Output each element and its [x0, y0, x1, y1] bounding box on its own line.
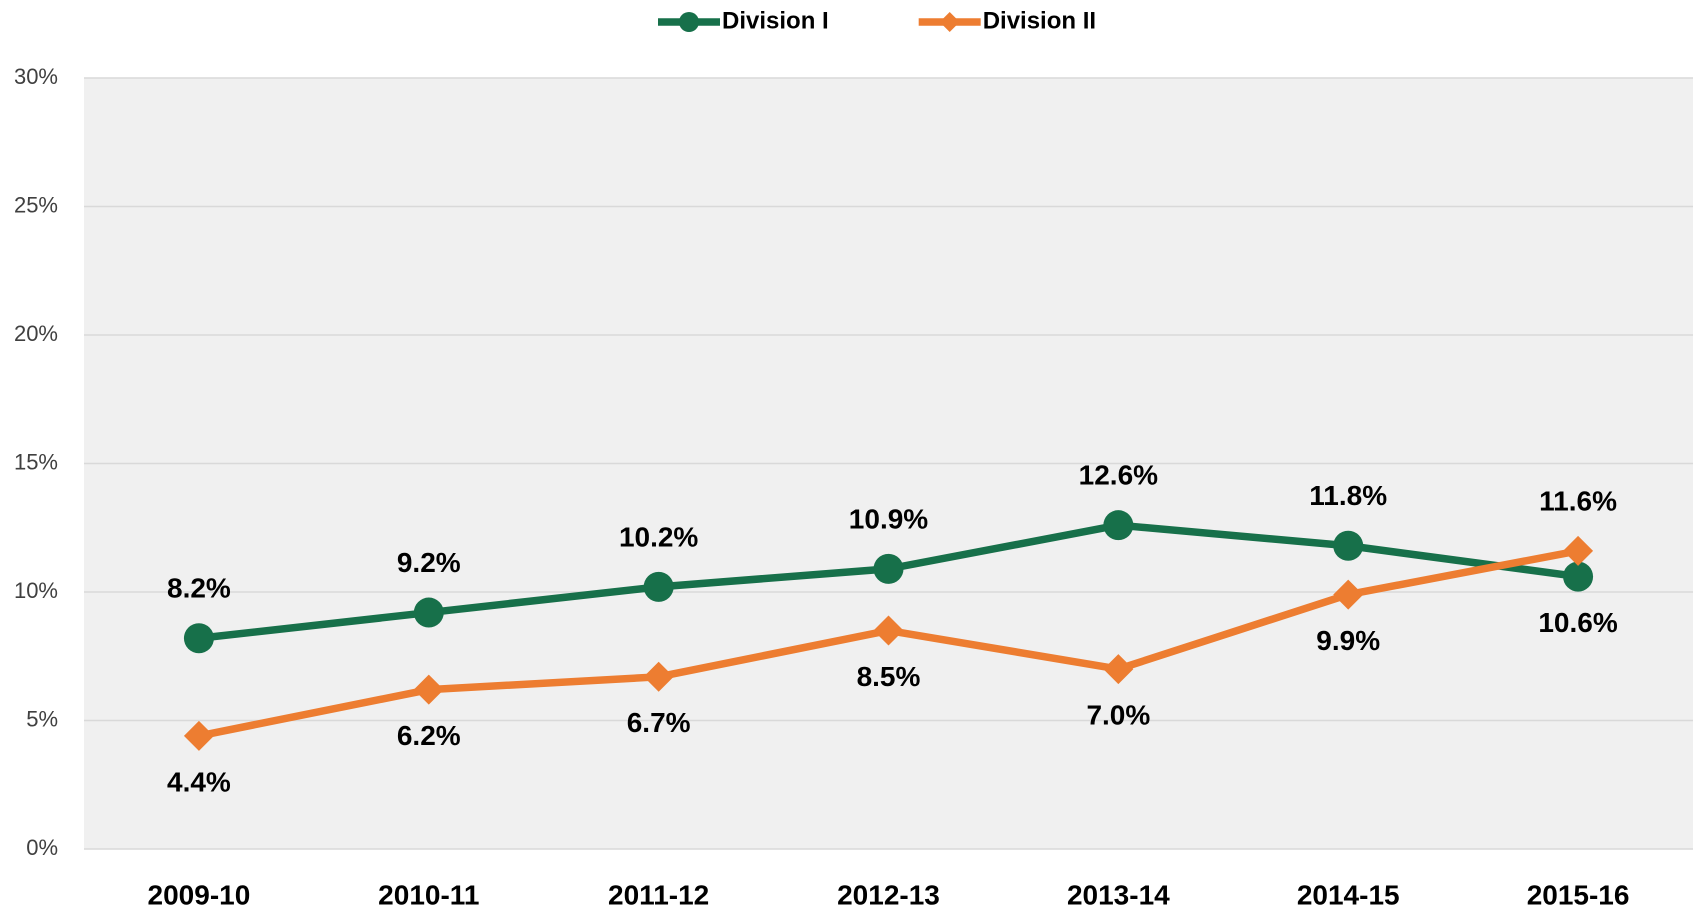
x-tick-label: 2015-16 [1527, 879, 1630, 910]
y-tick-label: 0% [26, 835, 58, 860]
y-tick-label: 25% [14, 192, 58, 217]
data-point [1103, 510, 1134, 541]
legend-marker [939, 12, 960, 32]
y-tick-label: 10% [14, 578, 58, 603]
data-label: 8.5% [857, 661, 921, 692]
y-tick-label: 5% [26, 706, 58, 731]
data-point [643, 661, 674, 692]
data-point [873, 553, 904, 584]
x-tick-label: 2014-15 [1297, 879, 1400, 910]
data-label: 7.0% [1086, 699, 1150, 730]
legend-label: Division I [722, 7, 829, 34]
data-label: 6.2% [397, 720, 461, 751]
data-label: 10.6% [1538, 607, 1617, 638]
data-label: 12.6% [1079, 460, 1158, 491]
y-tick-label: 15% [14, 449, 58, 474]
data-label: 4.4% [167, 766, 231, 797]
data-point [413, 674, 444, 705]
data-label: 9.2% [397, 547, 461, 578]
data-label: 6.7% [627, 707, 691, 738]
data-point [1103, 654, 1134, 685]
data-point [413, 597, 444, 628]
data-point [183, 720, 214, 751]
data-point [873, 615, 904, 646]
data-point [1333, 579, 1364, 610]
x-tick-label: 2009-10 [148, 879, 251, 910]
data-label: 11.8% [1309, 480, 1387, 511]
data-label: 10.2% [619, 521, 698, 552]
y-tick-label: 30% [14, 64, 58, 89]
data-point [643, 571, 674, 602]
data-point [1563, 561, 1594, 592]
legend-marker [679, 12, 699, 32]
data-label: 9.9% [1316, 625, 1380, 656]
legend-label: Division II [983, 7, 1096, 34]
x-tick-label: 2010-11 [378, 879, 479, 910]
data-point [1333, 530, 1364, 561]
data-label: 11.6% [1539, 485, 1617, 516]
data-label: 8.2% [167, 573, 231, 604]
x-tick-label: 2011-12 [608, 879, 709, 910]
data-label: 10.9% [849, 503, 928, 534]
data-point [1563, 535, 1594, 566]
x-tick-label: 2013-14 [1067, 879, 1170, 910]
y-tick-label: 20% [14, 321, 58, 346]
data-point [183, 623, 214, 654]
x-tick-label: 2012-13 [837, 879, 940, 910]
